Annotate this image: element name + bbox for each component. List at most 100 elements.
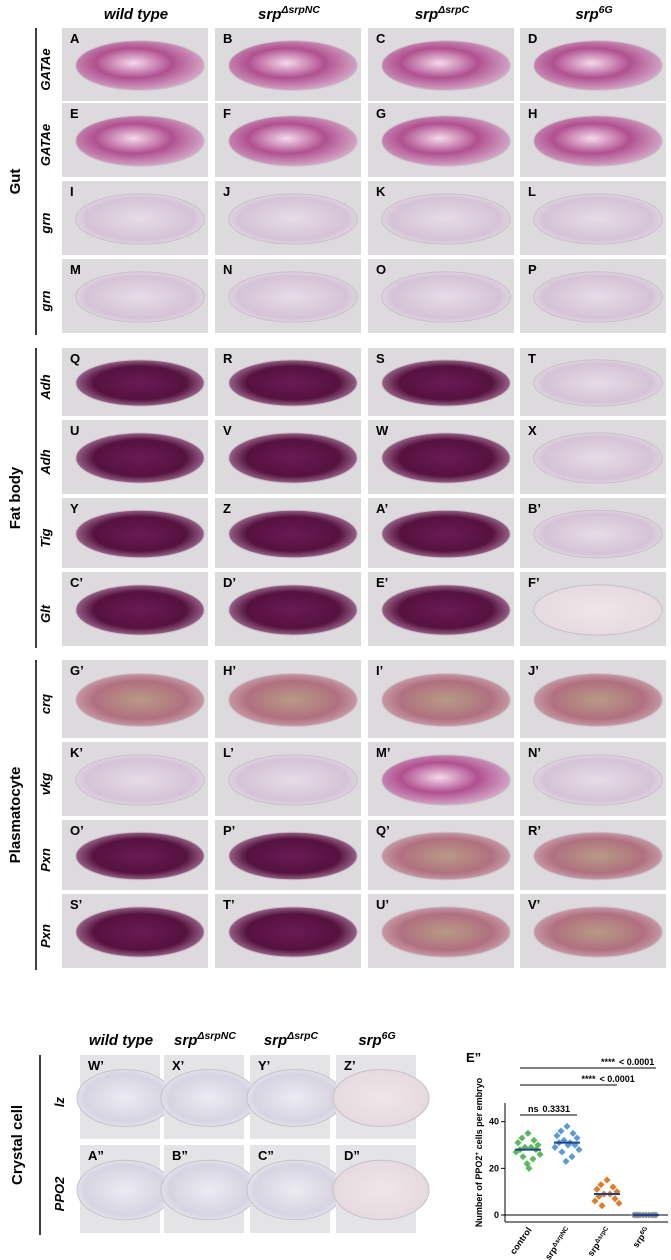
- y-tick-label: 20: [489, 1163, 499, 1173]
- embryo: [332, 1159, 430, 1221]
- panel-label: C: [376, 31, 386, 46]
- chart-label: E”: [466, 1050, 481, 1065]
- embryo: [533, 509, 663, 559]
- panel-label: A: [70, 31, 80, 46]
- embryo: [381, 271, 511, 323]
- column-header-sup: ΔsrpC: [286, 1030, 318, 1042]
- panel-label: O’: [70, 823, 84, 838]
- embryo: [533, 115, 663, 167]
- gene-label: grn: [38, 290, 53, 312]
- panel-label: E’: [376, 575, 388, 590]
- gene-label: vkg: [38, 773, 53, 795]
- x-tick-label: srp6G: [630, 1225, 652, 1249]
- panel-label: I: [70, 184, 74, 199]
- column-header: srp6G: [575, 4, 612, 23]
- x-tick-label-sup: ΔsrpNC: [551, 1225, 570, 1249]
- embryo: [381, 831, 511, 881]
- data-point: [553, 1132, 561, 1140]
- gene-label: Tig: [38, 528, 53, 547]
- embryo: [75, 831, 205, 881]
- significance-label: ns 0.3331: [528, 1104, 570, 1114]
- panel-label: E: [70, 106, 79, 121]
- embryo: [381, 584, 511, 636]
- column-header-base: srp: [358, 1032, 381, 1049]
- panel-label: H: [528, 106, 537, 121]
- embryo: [75, 432, 205, 484]
- y-tick-label: 0: [494, 1210, 499, 1220]
- panel-label: S’: [70, 897, 82, 912]
- x-tick-label: control: [508, 1225, 534, 1256]
- significance-stars: ns: [528, 1104, 539, 1114]
- panel-label: L’: [223, 745, 234, 760]
- panel-label: G: [376, 106, 386, 121]
- embryo: [228, 906, 358, 958]
- embryo: [76, 1159, 174, 1221]
- embryo: [160, 1159, 258, 1221]
- group-label: Plasmatocyte: [7, 767, 24, 864]
- significance-value: < 0.0001: [619, 1057, 654, 1067]
- gene-label: Glt: [38, 604, 53, 623]
- panel-label: B’: [528, 501, 541, 516]
- embryo: [228, 271, 358, 323]
- data-point: [573, 1134, 581, 1142]
- embryo: [533, 193, 663, 245]
- panel-label: P’: [223, 823, 235, 838]
- column-header-base: srp: [264, 1032, 287, 1049]
- embryo: [75, 40, 205, 91]
- panel-label: I’: [376, 663, 383, 678]
- panel-label: B: [223, 31, 232, 46]
- panel-label: V’: [528, 897, 540, 912]
- embryo: [381, 754, 511, 806]
- panel-label: U: [70, 423, 79, 438]
- embryo: [381, 509, 511, 559]
- column-header: wild type: [89, 1032, 153, 1049]
- panel-label: A”: [88, 1148, 104, 1163]
- column-header-sup: ΔsrpNC: [196, 1030, 236, 1042]
- group-label: Gut: [7, 169, 24, 195]
- embryo: [228, 754, 358, 806]
- column-header-base: wild type: [89, 1032, 153, 1049]
- data-point: [611, 1195, 619, 1203]
- panel-label: W’: [88, 1058, 104, 1073]
- panel-label: F’: [528, 575, 540, 590]
- column-header-base: srp: [575, 6, 598, 23]
- panel-label: F: [223, 106, 231, 121]
- embryo: [246, 1069, 344, 1127]
- embryo: [228, 831, 358, 881]
- gene-label: Pxn: [38, 848, 53, 872]
- column-header-base: srp: [258, 6, 281, 23]
- panel-label: P: [528, 262, 537, 277]
- gene-label: GATAe: [38, 48, 53, 90]
- panel-label: X’: [172, 1058, 184, 1073]
- data-point: [593, 1185, 601, 1193]
- embryo: [381, 906, 511, 958]
- embryo: [75, 584, 205, 636]
- panel-label: X: [528, 423, 537, 438]
- y-label-sup: +: [474, 1152, 481, 1156]
- embryo: [381, 193, 511, 245]
- embryo: [381, 432, 511, 484]
- data-point: [591, 1197, 599, 1205]
- panel-label: W: [376, 423, 389, 438]
- panel-label: Q: [70, 351, 80, 366]
- panel-label: H’: [223, 663, 236, 678]
- data-point: [519, 1153, 527, 1161]
- embryo: [228, 359, 358, 407]
- panel-label: M: [70, 262, 81, 277]
- column-header-base: wild type: [104, 6, 168, 23]
- data-point: [518, 1134, 526, 1142]
- panel-label: L: [528, 184, 536, 199]
- embryo: [160, 1069, 258, 1127]
- embryo: [75, 271, 205, 323]
- embryo: [533, 40, 663, 91]
- y-label-text: Number of PPO2: [474, 1156, 484, 1228]
- embryo: [75, 673, 205, 727]
- panel-label: K: [376, 184, 386, 199]
- column-header-sup: 6G: [599, 4, 613, 16]
- data-point: [562, 1157, 570, 1165]
- embryo: [533, 831, 663, 881]
- data-point: [529, 1155, 537, 1163]
- column-header: srpΔsrpNC: [258, 4, 320, 23]
- group-label: Crystal cell: [9, 1105, 26, 1185]
